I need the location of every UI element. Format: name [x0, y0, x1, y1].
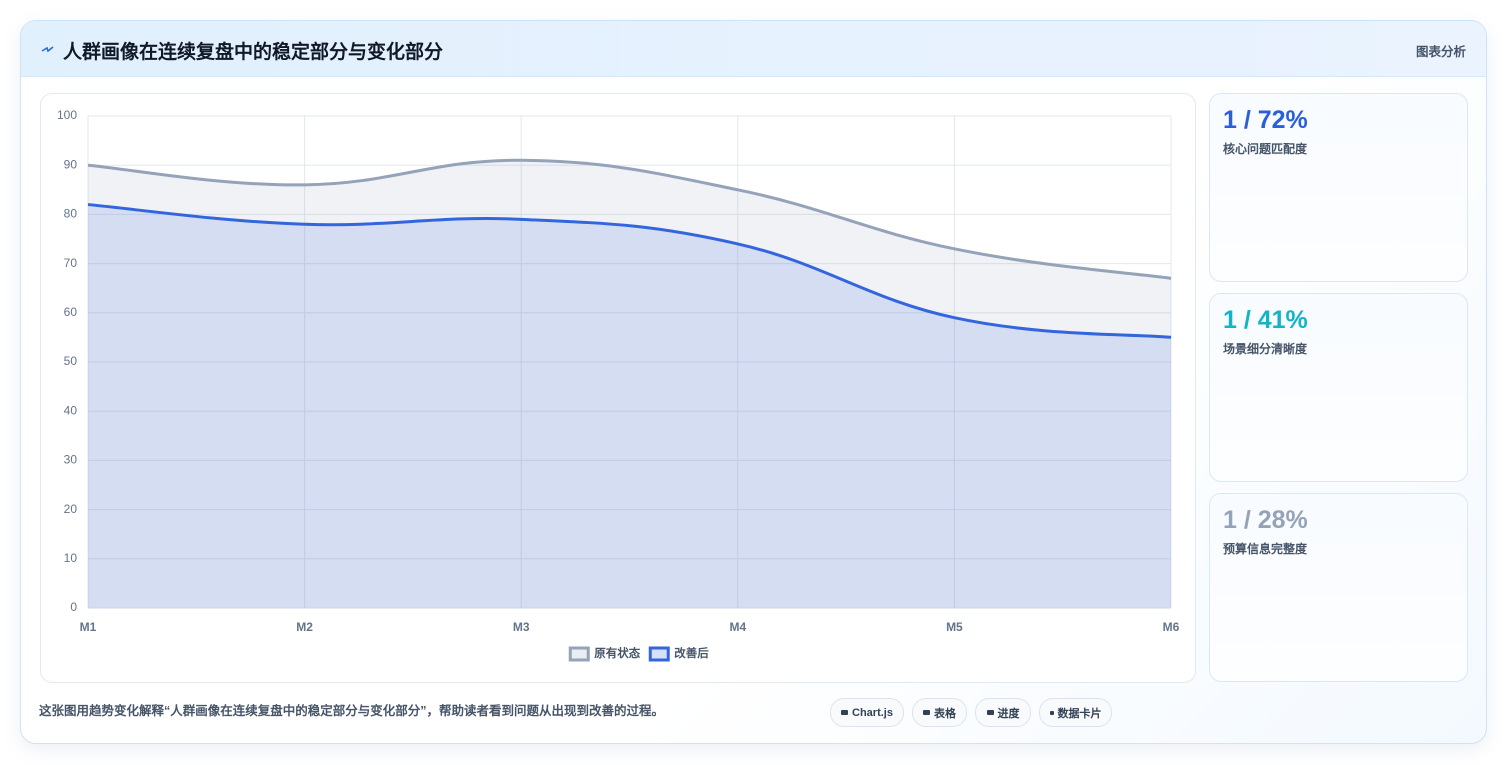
legend: 原有状态 改善后: [568, 646, 709, 662]
stat-card: 1 / 41% 场景细分清晰度: [1209, 293, 1468, 482]
area: [88, 160, 1171, 608]
title: 人群画像在连续复盘中的稳定部分与变化部分: [63, 42, 444, 63]
dashboard-card: 人群画像在连续复盘中的稳定部分与变化部分 图表分析 0 10 20 30 40 50 60 7…: [20, 20, 1487, 744]
chart: 0 10 20 30 40 50 60 70 80 90 100 M1 M2 M3 M4 M5 M6 原有状态 改善…: [57, 108, 1180, 662]
description: 这张图用趋势变化解释“人群画像在连续复盘中的稳定部分与变化部分”，帮助读者看到问…: [39, 704, 665, 718]
header: 人群画像在连续复盘中的稳定部分与变化部分 图表分析: [21, 21, 1486, 77]
button-label: 进度: [997, 707, 1020, 720]
chart-panel: 0 10 20 30 40 50 60 70 80 90 100 M1 M2 M3 M4 M5 M6 原有状态 改善…: [40, 93, 1196, 683]
y-tick-label: 50: [64, 354, 78, 368]
legend-swatch: [648, 646, 670, 662]
y-tick-label: 80: [64, 207, 78, 221]
stat-value: 1 / 41%: [1223, 306, 1308, 334]
button[interactable]: 进度: [975, 698, 1031, 727]
stat-label: 场景细分清晰度: [1223, 342, 1308, 356]
line: [87, 158, 1172, 280]
button-label: Chart.js: [852, 706, 893, 719]
button-label: 表格: [934, 707, 956, 720]
button[interactable]: Chart.js: [830, 698, 904, 727]
y-tick-label: 30: [64, 453, 78, 467]
header-icon: [41, 46, 54, 53]
line: [87, 203, 1172, 339]
stat-card: 1 / 28% 预算信息完整度: [1209, 493, 1468, 682]
y-tick-label: 10: [64, 551, 78, 565]
x-tick-label: M5: [946, 620, 963, 634]
stat-value: 1 / 28%: [1223, 506, 1308, 534]
stat-card: 1 / 72% 核心问题匹配度: [1209, 93, 1468, 282]
y-tick-label: 60: [64, 305, 78, 319]
stat-label: 预算信息完整度: [1223, 542, 1308, 556]
y-tick-label: 20: [64, 502, 78, 516]
area: [88, 204, 1171, 608]
stat-label: 核心问题匹配度: [1223, 142, 1308, 156]
button[interactable]: 表格: [912, 698, 967, 727]
legend-label: 原有状态: [594, 646, 640, 660]
x-tick-label: M6: [1163, 620, 1180, 634]
tag: 图表分析: [1415, 45, 1466, 59]
y-tick-label: 90: [64, 157, 78, 171]
y-tick-label: 0: [70, 600, 77, 614]
x-tick-label: M3: [513, 620, 530, 634]
y-tick-label: 40: [64, 403, 78, 417]
x-tick-label: M1: [80, 620, 97, 634]
button-label: 数据卡片: [1057, 707, 1102, 720]
y-tick-label: 70: [64, 256, 78, 270]
y-tick-label: 100: [57, 108, 77, 122]
legend-label: 改善后: [674, 646, 709, 660]
x-tick-label: M4: [729, 620, 746, 634]
stat-value: 1 / 72%: [1223, 106, 1308, 134]
x-tick-label: M2: [296, 620, 313, 634]
button[interactable]: 数据卡片: [1039, 698, 1112, 727]
legend-swatch: [568, 646, 590, 662]
